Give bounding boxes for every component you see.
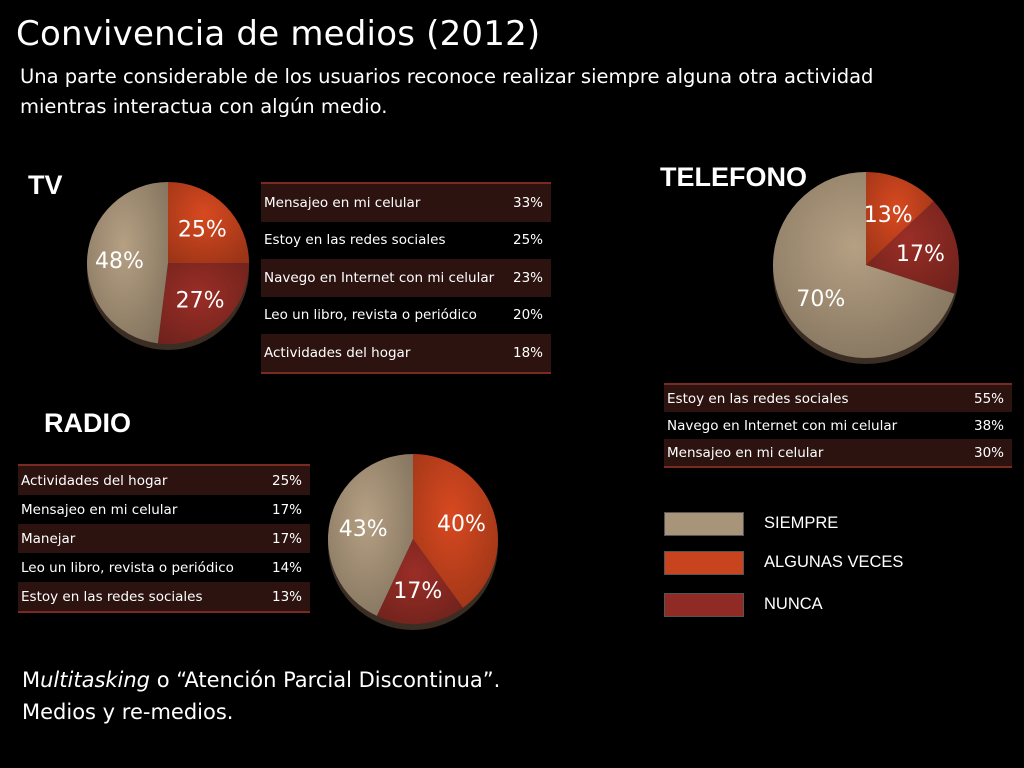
activity-cell: Mensajeo en mi celular bbox=[664, 439, 961, 467]
pie-slice-nunca bbox=[157, 263, 249, 344]
pie-slice-nunca bbox=[866, 201, 959, 294]
value-cell: 14% bbox=[263, 553, 310, 582]
pie-data-label: 48% bbox=[95, 249, 144, 274]
radio-pie-chart: 40% 17% 43% bbox=[328, 454, 498, 630]
value-cell: 17% bbox=[263, 524, 310, 553]
table-row: Leo un libro, revista o periódico 14% bbox=[18, 553, 310, 582]
activity-cell: Estoy en las redes sociales bbox=[664, 384, 961, 412]
activity-cell: Mensajeo en mi celular bbox=[18, 495, 264, 524]
table-row: Actividades del hogar 25% bbox=[18, 465, 310, 495]
tv-activities-table: Mensajeo en mi celular 33% Estoy en las re… bbox=[261, 182, 551, 374]
value-cell: 23% bbox=[508, 259, 551, 297]
value-cell: 20% bbox=[508, 296, 551, 334]
activity-cell: Navego en Internet con mi celular bbox=[261, 259, 509, 297]
activity-cell: Mensajeo en mi celular bbox=[261, 183, 509, 222]
table-row: Actividades del hogar 18% bbox=[261, 334, 551, 373]
value-cell: 17% bbox=[263, 495, 310, 524]
legend-label: SIEMPRE bbox=[764, 514, 839, 532]
pie-slice-siempre bbox=[328, 454, 413, 616]
page-title: Convivencia de medios (2012) bbox=[16, 14, 541, 54]
activity-cell: Actividades del hogar bbox=[261, 334, 509, 373]
tv-heading: TV bbox=[28, 170, 63, 200]
value-cell: 38% bbox=[960, 412, 1012, 439]
pie-data-label: 70% bbox=[796, 287, 845, 312]
legend-label: ALGUNAS VECES bbox=[764, 553, 904, 571]
pie-data-label: 27% bbox=[176, 288, 225, 313]
pie-data-label: 40% bbox=[437, 512, 486, 537]
activity-cell: Manejar bbox=[18, 524, 264, 553]
value-cell: 13% bbox=[263, 582, 310, 612]
pie-data-label: 13% bbox=[864, 203, 913, 228]
legend-label: NUNCA bbox=[764, 595, 823, 613]
value-cell: 25% bbox=[263, 465, 310, 495]
pie-slice-algunas-veces bbox=[168, 182, 249, 263]
activity-cell: Leo un libro, revista o periódico bbox=[261, 296, 509, 334]
value-cell: 18% bbox=[508, 334, 551, 373]
pie-slice-algunas-veces bbox=[413, 454, 498, 608]
radio-heading: RADIO bbox=[44, 408, 131, 438]
footer-prefix: M bbox=[22, 668, 41, 692]
pie-data-label: 17% bbox=[896, 242, 945, 267]
value-cell: 25% bbox=[508, 221, 551, 259]
activity-cell: Estoy en las redes sociales bbox=[18, 582, 264, 612]
table-row: Manejar 17% bbox=[18, 524, 310, 553]
activity-cell: Actividades del hogar bbox=[18, 465, 264, 495]
table-row: Mensajeo en mi celular 30% bbox=[664, 439, 1012, 467]
pie-slice-algunas-veces bbox=[866, 172, 934, 265]
footer-line-1: Multitasking o “Atención Parcial Discont… bbox=[22, 664, 500, 696]
table-row: Leo un libro, revista o periódico 20% bbox=[261, 296, 551, 334]
activity-cell: Estoy en las redes sociales bbox=[261, 221, 509, 259]
telefono-heading: TELEFONO bbox=[660, 162, 807, 192]
legend-swatch bbox=[664, 512, 744, 536]
radio-activities-table: Actividades del hogar 25% Mensajeo en mi c… bbox=[18, 464, 310, 613]
activity-cell: Leo un libro, revista o periódico bbox=[18, 553, 264, 582]
pie-slice-siempre bbox=[86, 182, 168, 344]
footer-line-2: Medios y re-medios. bbox=[22, 700, 234, 724]
legend-swatch bbox=[664, 593, 744, 617]
page-subtitle: Una parte considerable de los usuarios r… bbox=[20, 65, 874, 118]
pie-slice-siempre bbox=[773, 172, 955, 358]
pie-data-label: 43% bbox=[339, 517, 388, 542]
pie-data-label: 25% bbox=[178, 218, 227, 243]
table-row: Estoy en las redes sociales 25% bbox=[261, 221, 551, 259]
table-row: Estoy en las redes sociales 55% bbox=[664, 384, 1012, 412]
pie-data-label: 17% bbox=[393, 579, 442, 604]
footer-rest: o “Atención Parcial Discontinua”. bbox=[150, 668, 501, 692]
tv-pie-chart: 25% 27% 48% bbox=[86, 182, 249, 350]
value-cell: 33% bbox=[508, 183, 551, 222]
footer-italic: ultitasking bbox=[40, 668, 151, 692]
legend-swatch bbox=[664, 551, 744, 575]
telefono-pie-chart: 13% 17% 70% bbox=[773, 172, 959, 364]
table-row: Estoy en las redes sociales 13% bbox=[18, 582, 310, 612]
telefono-activities-table: Estoy en las redes sociales 55% Navego en … bbox=[664, 383, 1012, 468]
pie-slice-nunca bbox=[376, 539, 463, 624]
activity-cell: Navego en Internet con mi celular bbox=[664, 412, 961, 439]
table-row: Mensajeo en mi celular 17% bbox=[18, 495, 310, 524]
value-cell: 30% bbox=[960, 439, 1012, 467]
table-row: Navego en Internet con mi celular 23% bbox=[261, 259, 551, 297]
table-row: Navego en Internet con mi celular 38% bbox=[664, 412, 1012, 439]
footer-text: Multitasking o “Atención Parcial Discont… bbox=[22, 664, 500, 728]
table-row: Mensajeo en mi celular 33% bbox=[261, 183, 551, 222]
value-cell: 55% bbox=[960, 384, 1012, 412]
